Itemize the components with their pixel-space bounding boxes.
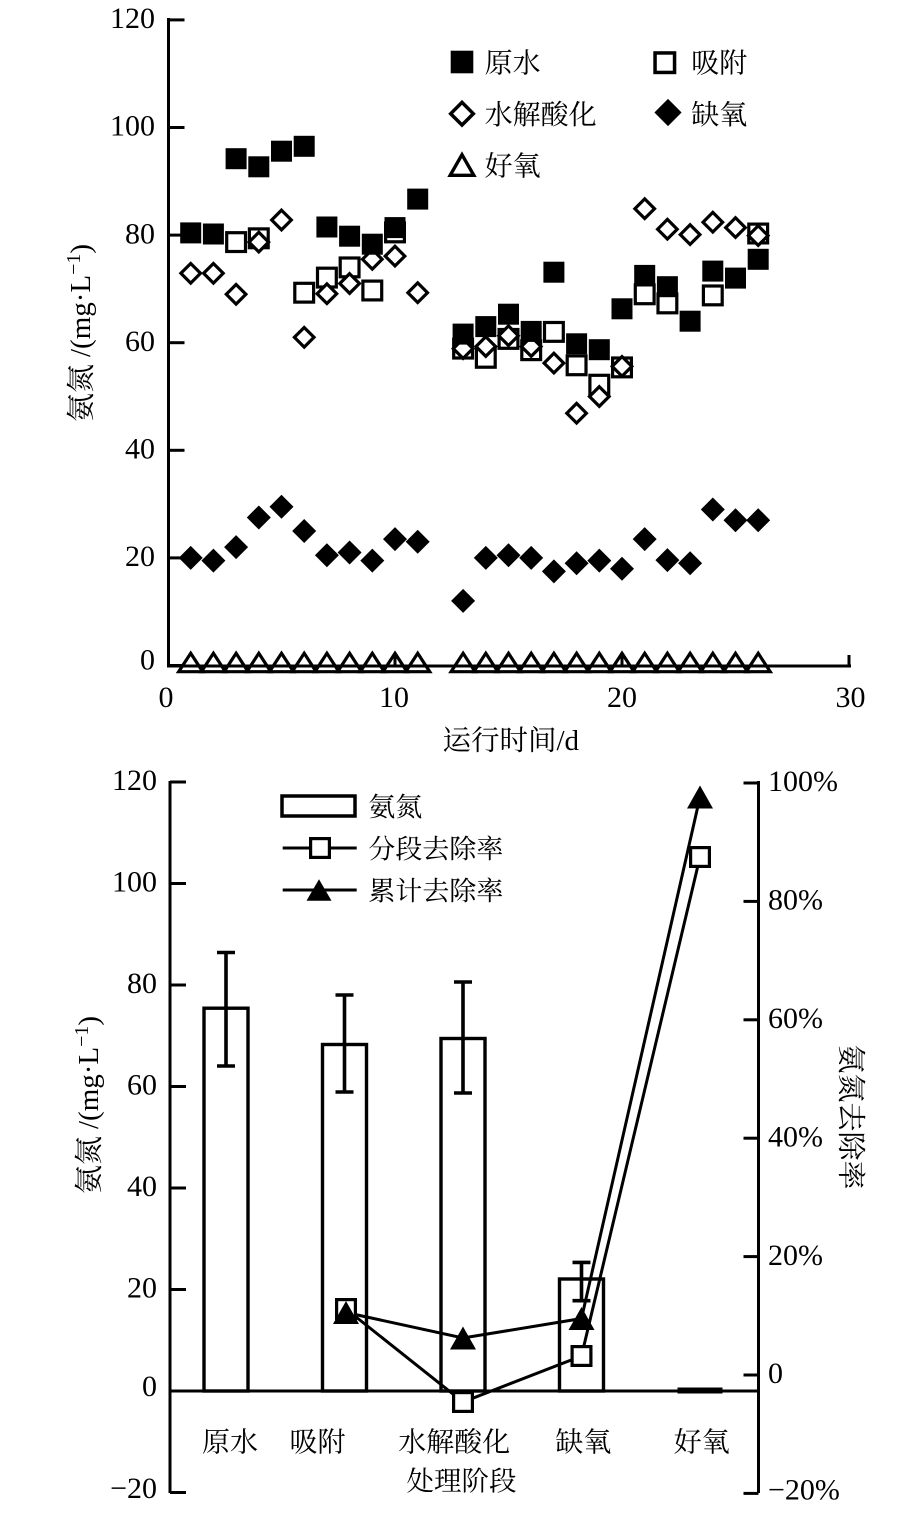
svg-text:100%: 100% — [768, 765, 838, 798]
svg-text:40%: 40% — [768, 1120, 823, 1153]
svg-text:60: 60 — [125, 325, 155, 358]
svg-text:20: 20 — [127, 1272, 157, 1305]
svg-text:60: 60 — [127, 1069, 157, 1102]
svg-text:10: 10 — [379, 681, 409, 714]
svg-text:120: 120 — [110, 2, 155, 35]
svg-text:0: 0 — [768, 1357, 783, 1390]
svg-text:40: 40 — [125, 433, 155, 466]
svg-text:20%: 20% — [768, 1239, 823, 1272]
svg-text:0: 0 — [140, 644, 155, 677]
svg-text:40: 40 — [127, 1170, 157, 1203]
svg-text:80%: 80% — [768, 884, 823, 917]
svg-text:0: 0 — [142, 1370, 157, 1403]
svg-text:80: 80 — [127, 967, 157, 1000]
svg-text:20: 20 — [607, 681, 637, 714]
svg-text:80: 80 — [125, 217, 155, 250]
svg-text:30: 30 — [836, 681, 866, 714]
svg-text:0: 0 — [159, 681, 174, 714]
svg-text:120: 120 — [112, 764, 157, 797]
svg-text:100: 100 — [110, 110, 155, 143]
svg-text:20: 20 — [125, 540, 155, 573]
svg-text:/d: /d — [557, 725, 580, 757]
svg-text:100: 100 — [112, 866, 157, 899]
svg-text:−20: −20 — [110, 1472, 157, 1505]
svg-text:−20%: −20% — [768, 1474, 840, 1507]
svg-text:/(mg·L−1): /(mg·L−1) — [63, 244, 97, 357]
svg-text:60%: 60% — [768, 1002, 823, 1035]
